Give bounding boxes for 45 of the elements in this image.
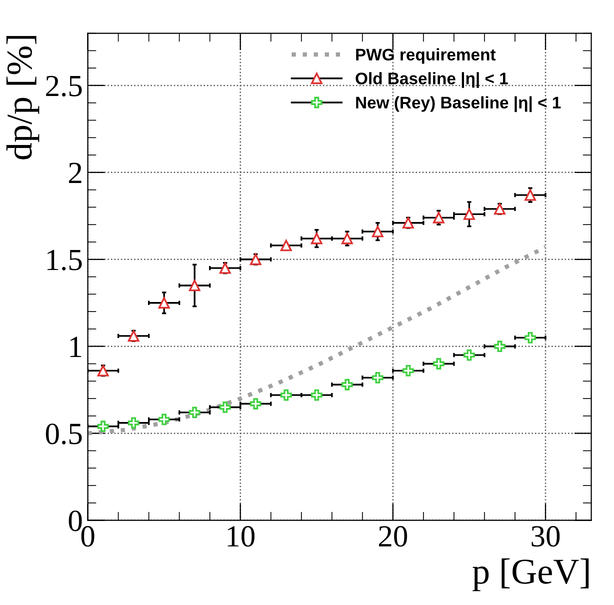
point bbox=[158, 297, 170, 309]
x-tick-label: 30 bbox=[532, 526, 560, 547]
point bbox=[219, 402, 231, 413]
point bbox=[188, 280, 200, 292]
legend-label: PWG requirement bbox=[356, 48, 496, 64]
line-series bbox=[88, 245, 548, 436]
point bbox=[158, 414, 170, 426]
point bbox=[250, 398, 262, 410]
legend-label: New (Rey) Baseline |η| < 1 bbox=[356, 96, 561, 112]
point bbox=[341, 232, 353, 244]
point bbox=[128, 330, 140, 342]
point bbox=[250, 254, 262, 266]
y-tick-label: 1 bbox=[70, 336, 82, 357]
x-tick-label: 10 bbox=[228, 526, 254, 547]
point bbox=[524, 332, 536, 344]
point bbox=[524, 189, 536, 201]
point bbox=[97, 420, 109, 432]
point bbox=[372, 226, 384, 238]
y-tick-label: 1.5 bbox=[47, 250, 82, 270]
point bbox=[188, 406, 200, 418]
point bbox=[433, 358, 444, 370]
point bbox=[494, 203, 506, 215]
point bbox=[341, 378, 353, 390]
y-axis-title: dp/p [%] bbox=[6, 36, 40, 160]
point bbox=[433, 212, 444, 224]
y-tick-label: 2.5 bbox=[46, 76, 82, 96]
point bbox=[464, 208, 475, 220]
point bbox=[464, 349, 475, 361]
point bbox=[310, 389, 322, 401]
point bbox=[310, 232, 322, 244]
legend-label: Old Baseline |η| < 1 bbox=[356, 72, 508, 88]
point bbox=[494, 340, 506, 352]
y-tick-label: 0 bbox=[68, 510, 82, 532]
point bbox=[372, 372, 384, 384]
x-axis-title: p [GeV] bbox=[472, 558, 589, 592]
point bbox=[97, 365, 109, 376]
y-tick-label: 2 bbox=[69, 162, 82, 184]
point bbox=[402, 217, 414, 229]
x-tick-label: 20 bbox=[379, 526, 408, 547]
point bbox=[280, 389, 292, 401]
point bbox=[219, 262, 231, 274]
point bbox=[128, 417, 140, 429]
point bbox=[280, 240, 292, 252]
y-tick-label: 0.5 bbox=[46, 424, 82, 444]
point bbox=[402, 365, 414, 376]
